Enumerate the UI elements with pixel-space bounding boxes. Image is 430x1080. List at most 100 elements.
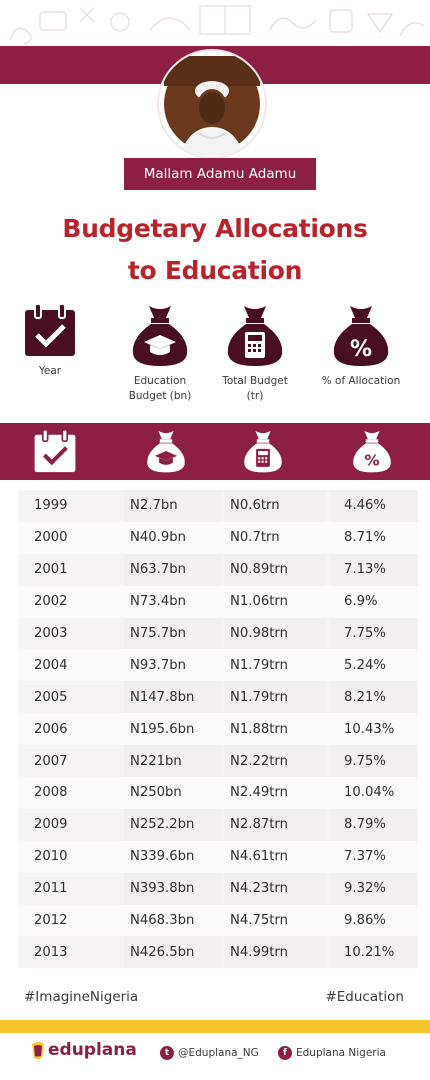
- legend-year: Year: [0, 302, 100, 379]
- education-budget-cell: N195.6bn: [124, 713, 222, 746]
- total-budget-cell: N0.98trn: [224, 617, 326, 650]
- education-budget-cell: N252.2bn: [124, 808, 222, 841]
- svg-text:%: %: [350, 337, 372, 362]
- total-budget-cell: N4.61trn: [224, 840, 326, 873]
- year-cell: 2000: [34, 530, 68, 546]
- legend-total: Total Budget (tr): [205, 302, 305, 404]
- education-budget-cell: N393.8bn: [124, 872, 222, 905]
- table-row: 2012 N468.3bn N4.75trn 9.86%: [18, 904, 418, 937]
- total-budget-cell: N4.75trn: [224, 904, 326, 937]
- education-budget-cell: N147.8bn: [124, 681, 222, 714]
- education-budget-cell: N426.5bn: [124, 936, 222, 969]
- total-budget-cell: N1.79trn: [224, 681, 326, 714]
- avatar: [159, 51, 265, 157]
- page-subtitle: to Education: [127, 256, 303, 285]
- year-cell: 2007: [34, 753, 68, 769]
- year-cell: 2008: [34, 785, 68, 801]
- money-bag-percent-icon: %: [353, 431, 391, 473]
- education-budget-cell: N339.6bn: [124, 840, 222, 873]
- table-row: 2003 N75.7bn N0.98trn 7.75%: [18, 617, 418, 650]
- year-cell: 2001: [34, 562, 68, 578]
- money-bag-calculator-icon: [227, 306, 283, 366]
- legend-percent: % % of Allocation: [311, 302, 411, 389]
- year-cell: 2013: [34, 944, 68, 960]
- page-title: Budgetary Allocations: [62, 214, 368, 243]
- total-budget-cell: N2.49trn: [224, 777, 326, 809]
- year-cell: 2005: [34, 689, 68, 705]
- allocation-percent-cell: 8.71%: [330, 521, 418, 554]
- year-cell: 2010: [34, 849, 68, 865]
- table-row: 1999 N2.7bn N0.6trn 4.46%: [18, 490, 418, 522]
- allocation-percent-cell: 7.13%: [330, 553, 418, 586]
- calendar-check-icon: [25, 303, 75, 356]
- hashtag-imagine-nigeria: #ImagineNigeria: [24, 989, 139, 1005]
- year-cell: 2004: [34, 657, 68, 673]
- total-budget-cell: N0.7trn: [224, 521, 326, 554]
- allocation-percent-cell: 10.21%: [330, 936, 418, 969]
- legend-percent-label: % of Allocation: [321, 375, 401, 387]
- year-cell: 2009: [34, 817, 68, 833]
- facebook-page[interactable]: f Eduplana Nigeria: [278, 1046, 386, 1060]
- budget-table: 1999 N2.7bn N0.6trn 4.46% 2000 N40.9bn N0.7trn…: [18, 490, 418, 969]
- table-row: 2007 N221bn N2.22trn 9.75%: [18, 745, 418, 778]
- education-budget-cell: N93.7bn: [124, 649, 222, 682]
- year-cell: 2003: [34, 626, 68, 641]
- footer-accent-bar: [0, 1020, 430, 1033]
- twitter-handle[interactable]: t @Eduplana_NG: [160, 1046, 259, 1060]
- total-budget-cell: N1.88trn: [224, 713, 326, 746]
- facebook-icon: f: [278, 1046, 292, 1060]
- year-cell: 2012: [34, 913, 68, 929]
- table-row: 2004 N93.7bn N1.79trn 5.24%: [18, 649, 418, 682]
- education-budget-cell: N221bn: [124, 745, 222, 778]
- footer: [0, 1033, 430, 1080]
- allocation-percent-cell: 4.46%: [330, 490, 418, 522]
- total-budget-cell: N1.79trn: [224, 649, 326, 682]
- table-row: 2009 N252.2bn N2.87trn 8.79%: [18, 808, 418, 841]
- allocation-percent-cell: 8.79%: [330, 808, 418, 841]
- allocation-percent-cell: 9.75%: [330, 745, 418, 778]
- education-budget-cell: N250bn: [124, 777, 222, 809]
- total-budget-cell: N1.06trn: [224, 585, 326, 618]
- table-row: 2008 N250bn N2.49trn 10.04%: [18, 777, 418, 809]
- doodle-decoration: [9, 5, 425, 45]
- year-cell: 2011: [34, 881, 68, 897]
- allocation-percent-cell: 9.32%: [330, 872, 418, 905]
- legend-education-label: Education Budget (bn): [128, 375, 192, 402]
- education-budget-cell: N75.7bn: [124, 617, 222, 650]
- legend-education: Education Budget (bn): [110, 302, 210, 404]
- allocation-percent-cell: 5.24%: [330, 649, 418, 682]
- allocation-percent-cell: 7.37%: [330, 840, 418, 873]
- table-row: 2005 N147.8bn N1.79trn 8.21%: [18, 681, 418, 714]
- money-bag-graduation-cap-icon: [132, 306, 188, 366]
- table-row: 2002 N73.4bn N1.06trn 6.9%: [18, 585, 418, 618]
- year-cell: 2002: [34, 594, 68, 610]
- table-row: 2001 N63.7bn N0.89trn 7.13%: [18, 553, 418, 586]
- svg-text:%: %: [364, 451, 379, 469]
- total-budget-cell: N4.99trn: [224, 936, 326, 969]
- table-row: 2006 N195.6bn N1.88trn 10.43%: [18, 713, 418, 746]
- allocation-percent-cell: 9.86%: [330, 904, 418, 937]
- table-row: 2013 N426.5bn N4.99trn 10.21%: [18, 936, 418, 969]
- brand-name: eduplana: [48, 1040, 137, 1060]
- money-bag-graduation-cap-icon: [147, 431, 185, 473]
- allocation-percent-cell: 7.75%: [330, 617, 418, 650]
- allocation-percent-cell: 10.43%: [330, 713, 418, 746]
- year-cell: 2006: [34, 721, 68, 737]
- education-budget-cell: N468.3bn: [124, 904, 222, 937]
- hashtag-education: #Education: [325, 989, 404, 1005]
- education-budget-cell: N73.4bn: [124, 585, 222, 618]
- eduplana-logo-icon: [32, 1042, 44, 1059]
- brand-logo: eduplana: [30, 1040, 137, 1060]
- total-budget-cell: N0.89trn: [224, 553, 326, 586]
- total-budget-cell: N4.23trn: [224, 872, 326, 905]
- calendar-check-icon: [34, 428, 76, 473]
- allocation-percent-cell: 6.9%: [330, 585, 418, 618]
- table-row: 2000 N40.9bn N0.7trn 8.71%: [18, 521, 418, 554]
- legend-total-label: Total Budget (tr): [222, 375, 288, 402]
- facebook-page-text: Eduplana Nigeria: [296, 1047, 386, 1059]
- total-budget-cell: N0.6trn: [224, 490, 326, 522]
- allocation-percent-cell: 10.04%: [330, 777, 418, 809]
- twitter-icon: t: [160, 1046, 174, 1060]
- total-budget-cell: N2.22trn: [224, 745, 326, 778]
- table-row: 2010 N339.6bn N4.61trn 7.37%: [18, 840, 418, 873]
